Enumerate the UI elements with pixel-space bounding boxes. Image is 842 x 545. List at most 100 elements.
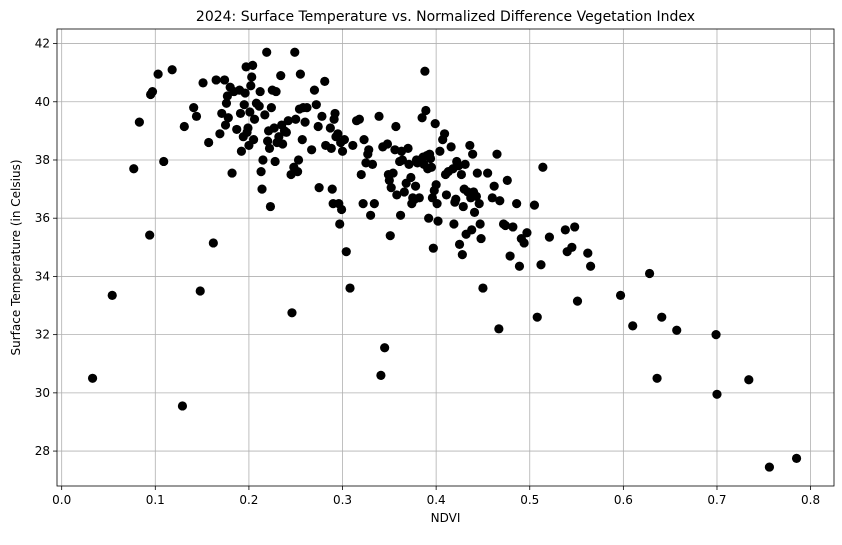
scatter-point	[354, 114, 364, 124]
scatter-point	[514, 261, 525, 271]
scatter-point	[204, 137, 214, 148]
scatter-point	[468, 149, 478, 159]
scatter-point	[469, 207, 480, 217]
y-tick-label: 32	[35, 328, 50, 342]
scatter-point	[399, 187, 409, 197]
scatter-point	[211, 75, 221, 85]
scatter-point	[364, 145, 374, 155]
scatter-point	[487, 193, 497, 203]
scatter-point	[179, 121, 189, 132]
scatter-point	[495, 196, 505, 206]
scatter-point	[425, 153, 436, 164]
x-tick-label: 0.0	[52, 493, 71, 507]
scatter-point	[243, 123, 253, 133]
scatter-point	[475, 219, 485, 229]
scatter-point	[456, 169, 467, 180]
scatter-point	[239, 100, 249, 110]
scatter-point	[263, 136, 273, 146]
scatter-point	[385, 231, 395, 241]
x-tick-label: 0.2	[239, 493, 258, 507]
scatter-point	[414, 193, 424, 203]
scatter-point	[208, 238, 218, 248]
scatter-point	[395, 210, 406, 220]
scatter-point	[382, 139, 393, 149]
scatter-point	[129, 164, 139, 174]
scatter-point	[397, 155, 408, 165]
scatter-point	[330, 108, 340, 119]
scatter-point	[374, 111, 384, 121]
scatter-point	[159, 156, 169, 167]
scatter-point	[147, 86, 158, 97]
scatter-point	[428, 243, 438, 253]
x-tick-label: 0.7	[707, 493, 726, 507]
scatter-point	[235, 108, 246, 119]
scatter-point	[388, 168, 398, 178]
y-tick-label: 34	[35, 269, 50, 283]
scatter-point	[87, 373, 98, 383]
scatter-point	[309, 85, 320, 95]
scatter-point	[586, 261, 596, 271]
scatter-point	[644, 268, 655, 279]
scatter-point	[274, 132, 284, 142]
scatter-point	[262, 47, 272, 57]
scatter-point	[302, 102, 312, 113]
scatter-point	[287, 308, 297, 318]
scatter-point	[652, 373, 662, 383]
scatter-point	[307, 145, 317, 155]
scatter-point	[215, 129, 225, 139]
scatter-point	[538, 162, 548, 172]
scatter-point	[359, 135, 369, 145]
scatter-point	[271, 86, 281, 97]
scatter-point	[356, 169, 366, 180]
scatter-point	[392, 190, 402, 200]
scatter-point	[232, 124, 242, 135]
scatter-point	[256, 167, 266, 177]
data-points	[87, 47, 802, 472]
scatter-point	[336, 204, 347, 215]
y-axis-ticks: 28 30 32 34 36 38 40 42	[35, 37, 57, 458]
scatter-point	[219, 75, 230, 85]
scatter-point	[191, 111, 202, 121]
scatter-point	[426, 162, 437, 172]
scatter-point	[245, 107, 255, 117]
scatter-point	[266, 102, 276, 113]
scatter-point	[483, 168, 493, 178]
scatter-point	[657, 312, 667, 322]
scatter-point	[672, 325, 682, 335]
x-tick-label: 0.3	[333, 493, 352, 507]
scatter-point	[326, 143, 336, 153]
scatter-point	[291, 114, 301, 124]
scatter-point	[712, 389, 722, 399]
scatter-point	[189, 102, 199, 113]
scatter-point	[628, 321, 638, 331]
scatter-point	[264, 143, 275, 153]
scatter-point	[391, 121, 401, 132]
plot-frame	[56, 28, 835, 487]
scatter-point	[145, 230, 155, 240]
scatter-point	[327, 184, 337, 194]
scatter-point	[532, 312, 542, 322]
scatter-point	[458, 201, 468, 212]
scatter-point	[265, 201, 276, 212]
scatter-point	[560, 225, 570, 235]
scatter-point	[467, 225, 477, 235]
x-tick-label: 0.4	[427, 493, 446, 507]
scatter-point	[424, 213, 434, 223]
scatter-point	[449, 219, 459, 229]
scatter-point	[502, 175, 512, 185]
scatter-point	[292, 167, 303, 177]
scatter-point	[222, 91, 232, 101]
y-tick-label: 42	[35, 37, 50, 51]
scatter-point	[494, 324, 504, 334]
scatter-point	[195, 286, 205, 296]
scatter-point	[341, 247, 351, 257]
y-tick-label: 40	[35, 95, 50, 109]
scatter-point	[508, 222, 518, 232]
scatter-point	[167, 65, 177, 75]
scatter-point	[249, 114, 260, 124]
x-axis-label: NDVI	[431, 511, 461, 525]
scatter-point	[260, 110, 270, 120]
scatter-point	[465, 140, 475, 151]
scatter-point	[177, 401, 188, 411]
